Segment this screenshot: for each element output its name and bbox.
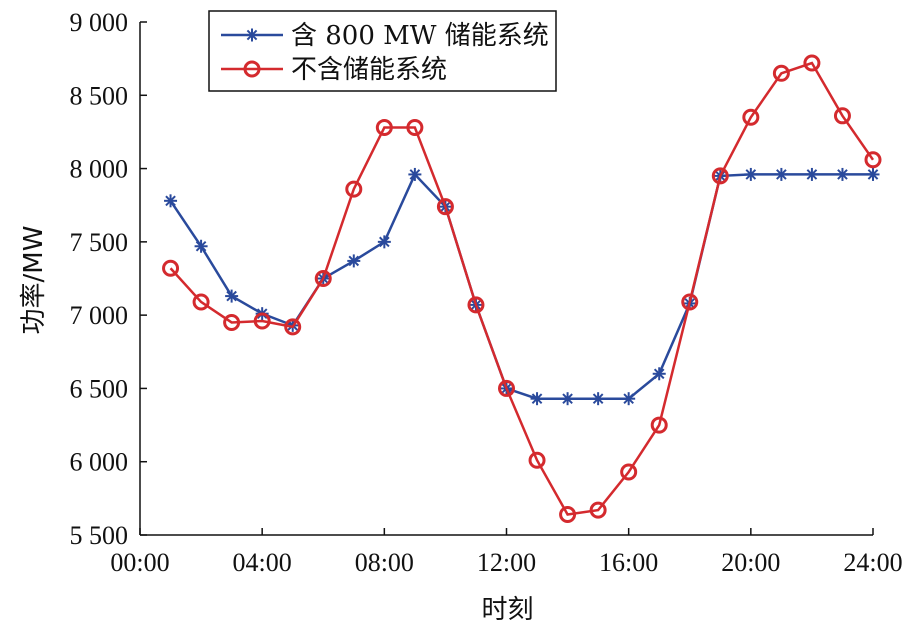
circle-marker <box>498 379 515 397</box>
x-tick-label: 04:00 <box>233 548 292 577</box>
series-1 <box>164 167 880 406</box>
asterisk-marker <box>408 167 422 181</box>
asterisk-marker <box>561 392 575 406</box>
legend-item-2: 不含储能系统 <box>221 55 447 85</box>
y-tick-label: 6 000 <box>70 448 129 477</box>
circle-marker <box>864 151 882 169</box>
circle-marker <box>467 296 485 314</box>
series-line <box>169 61 875 516</box>
y-tick-label: 6 500 <box>70 374 129 403</box>
asterisk-marker <box>744 167 758 181</box>
axis-ticks: 5 500 6 000 6 500 7 000 7 500 8 000 8 500 9 000… <box>70 8 903 577</box>
circle-marker <box>253 312 271 330</box>
asterisk-marker <box>835 167 849 181</box>
y-tick-label: 7 500 <box>70 228 129 257</box>
circle-marker <box>559 505 577 523</box>
circle-marker <box>681 293 699 311</box>
x-tick-label: 24:00 <box>843 548 902 577</box>
y-tick-label: 9 000 <box>70 8 129 37</box>
circle-marker <box>833 107 851 125</box>
circle-marker <box>803 54 821 72</box>
circle-marker <box>284 318 302 336</box>
asterisk-marker <box>225 289 239 303</box>
circle-marker <box>375 119 393 137</box>
asterisk-marker <box>347 254 361 268</box>
y-tick-label: 7 000 <box>70 301 129 330</box>
circle-marker <box>223 313 241 331</box>
circle-marker <box>650 416 668 434</box>
asterisk-marker <box>622 392 636 406</box>
legend-item-1: 含 800 MW 储能系统 <box>221 21 549 51</box>
circle-marker <box>192 293 210 311</box>
circle-marker <box>711 167 729 185</box>
x-tick-label: 20:00 <box>721 548 780 577</box>
x-tick-label: 00:00 <box>110 548 169 577</box>
legend-box <box>208 10 557 92</box>
x-tick-label: 16:00 <box>599 548 658 577</box>
circle-marker <box>528 451 546 469</box>
circle-marker <box>406 119 424 137</box>
x-axis-title: 时刻 <box>481 595 533 625</box>
series-line <box>169 172 873 400</box>
y-tick-label: 8 500 <box>70 81 129 110</box>
asterisk-marker <box>530 392 544 406</box>
asterisk-marker <box>245 28 259 42</box>
circle-marker <box>345 180 363 198</box>
legend-label: 含 800 MW 储能系统 <box>291 21 549 51</box>
asterisk-marker <box>652 367 666 381</box>
asterisk-marker <box>377 235 391 249</box>
series-layer <box>162 54 882 523</box>
series-2 <box>162 54 882 523</box>
legend-label: 不含储能系统 <box>291 55 447 85</box>
circle-marker <box>436 198 454 216</box>
circle-marker <box>589 501 607 519</box>
asterisk-marker <box>805 167 819 181</box>
asterisk-marker <box>866 167 880 181</box>
asterisk-marker <box>164 194 178 208</box>
circle-marker <box>162 259 180 277</box>
y-tick-label: 5 500 <box>70 521 129 550</box>
x-tick-label: 08:00 <box>355 548 414 577</box>
asterisk-marker <box>591 392 605 406</box>
y-tick-label: 8 000 <box>70 155 129 184</box>
circle-marker <box>243 60 261 78</box>
circle-marker <box>742 108 760 126</box>
y-axis-title: 功率/MW <box>19 226 49 335</box>
x-tick-label: 12:00 <box>477 548 536 577</box>
circle-marker <box>314 270 332 287</box>
circle-marker <box>620 463 638 481</box>
circle-marker <box>772 64 790 82</box>
asterisk-marker <box>194 239 208 253</box>
asterisk-marker <box>774 167 788 181</box>
